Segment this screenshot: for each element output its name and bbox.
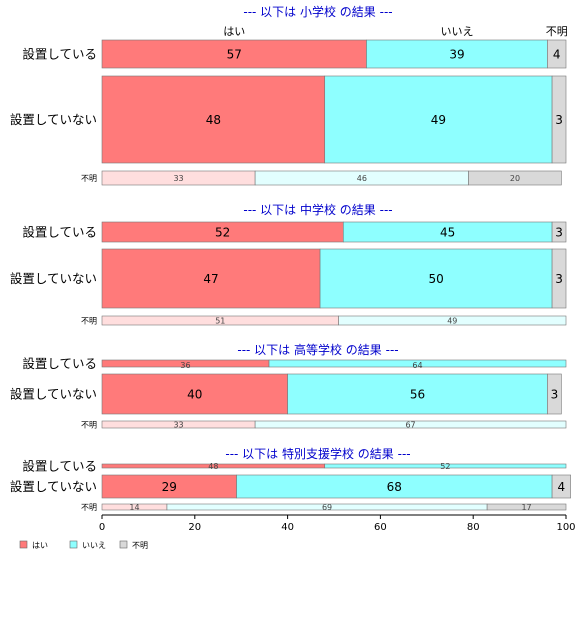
- data-label: 46: [357, 174, 367, 183]
- data-label: 52: [440, 462, 450, 471]
- data-label: 48: [206, 113, 221, 127]
- row-label: 設置していない: [10, 479, 97, 494]
- bar-segment: [338, 315, 567, 326]
- x-tick-label: 60: [374, 522, 387, 533]
- bar-segment: [547, 373, 562, 415]
- row-label: 不明: [81, 174, 97, 183]
- bar-segment: [324, 75, 553, 164]
- data-label: 68: [387, 480, 402, 494]
- bar-segment: [551, 221, 567, 243]
- data-label: 57: [227, 48, 242, 62]
- bar-segment: [101, 373, 288, 415]
- row-label: 設置していない: [10, 387, 97, 402]
- data-label: 14: [129, 503, 139, 512]
- data-label: 47: [203, 272, 218, 286]
- legend-label: 不明: [132, 541, 148, 550]
- x-tick-label: 20: [188, 522, 201, 533]
- legend-swatch: [19, 540, 28, 549]
- x-tick-label: 0: [99, 522, 105, 533]
- data-label: 3: [555, 113, 563, 127]
- column-label-no: いいえ: [440, 25, 473, 38]
- bar-segment: [268, 359, 567, 368]
- row-label: 設置している: [22, 225, 97, 240]
- data-label: 48: [208, 462, 218, 471]
- x-tick-label: 100: [556, 522, 575, 533]
- bar-segment: [287, 373, 548, 415]
- row-label: 設置している: [22, 459, 97, 474]
- data-label: 40: [187, 388, 202, 402]
- data-label: 36: [180, 361, 190, 370]
- bar-segment: [101, 39, 367, 69]
- row-label: 不明: [81, 503, 97, 512]
- legend-swatch: [119, 540, 128, 549]
- data-label: 3: [555, 226, 563, 240]
- bar-segment: [324, 463, 567, 469]
- bar-segment: [547, 39, 567, 69]
- legend-swatch: [69, 540, 78, 549]
- bar-segment: [551, 75, 567, 164]
- x-tick-label: 40: [281, 522, 294, 533]
- row-label: 不明: [81, 317, 97, 326]
- column-label-yes: はい: [223, 25, 245, 38]
- data-label: 56: [410, 388, 425, 402]
- row-label: 設置している: [22, 47, 97, 62]
- data-label: 39: [449, 48, 464, 62]
- legend-label: はい: [32, 541, 48, 550]
- row-label: 設置している: [22, 356, 97, 371]
- row-label: 設置していない: [10, 112, 97, 127]
- bar-segment: [468, 170, 562, 186]
- row-label: 設置していない: [10, 271, 97, 286]
- data-label: 50: [428, 272, 443, 286]
- data-label: 64: [412, 361, 422, 370]
- bar-segment: [254, 420, 567, 429]
- data-label: 33: [173, 421, 183, 430]
- data-label: 17: [521, 503, 531, 512]
- data-label: 51: [215, 317, 225, 326]
- data-label: 49: [431, 113, 446, 127]
- legend-label: いいえ: [82, 541, 106, 550]
- data-label: 3: [555, 272, 563, 286]
- data-label: 20: [510, 174, 520, 183]
- row-label: 不明: [81, 421, 97, 430]
- bar-segment: [551, 474, 571, 499]
- data-label: 3: [551, 388, 559, 402]
- data-label: 29: [162, 480, 177, 494]
- panel: --- 以下は 高等学校 の結果 --- 設置している 36 64 設置していない 40 5…: [10, 342, 567, 430]
- bar-segment: [101, 75, 326, 164]
- panel: --- 以下は 中学校 の結果 --- 設置している 52 45 3 設置していない 47 5…: [10, 202, 567, 326]
- data-label: 67: [405, 421, 415, 430]
- panel-title: --- 以下は 小学校 の結果 ---: [243, 4, 392, 19]
- data-label: 33: [173, 174, 183, 183]
- panel-title: --- 以下は 中学校 の結果 ---: [243, 202, 392, 217]
- bar-segment: [486, 503, 567, 511]
- data-label: 45: [440, 226, 455, 240]
- bar-segment: [551, 248, 567, 309]
- column-label-unknown: 不明: [546, 25, 568, 38]
- data-label: 49: [447, 317, 457, 326]
- x-tick-label: 80: [467, 522, 480, 533]
- bar-segment: [319, 248, 553, 309]
- panel-title: --- 以下は 高等学校 の結果 ---: [237, 342, 398, 357]
- bar-segment: [366, 39, 548, 69]
- data-label: 69: [322, 503, 332, 512]
- data-label: 4: [558, 480, 566, 494]
- panel-title: --- 以下は 特別支援学校 の結果 ---: [225, 446, 410, 461]
- data-label: 52: [215, 226, 230, 240]
- panel: --- 以下は 特別支援学校 の結果 --- 設置している 48 52 設置していない 2…: [10, 446, 571, 512]
- data-label: 4: [553, 48, 561, 62]
